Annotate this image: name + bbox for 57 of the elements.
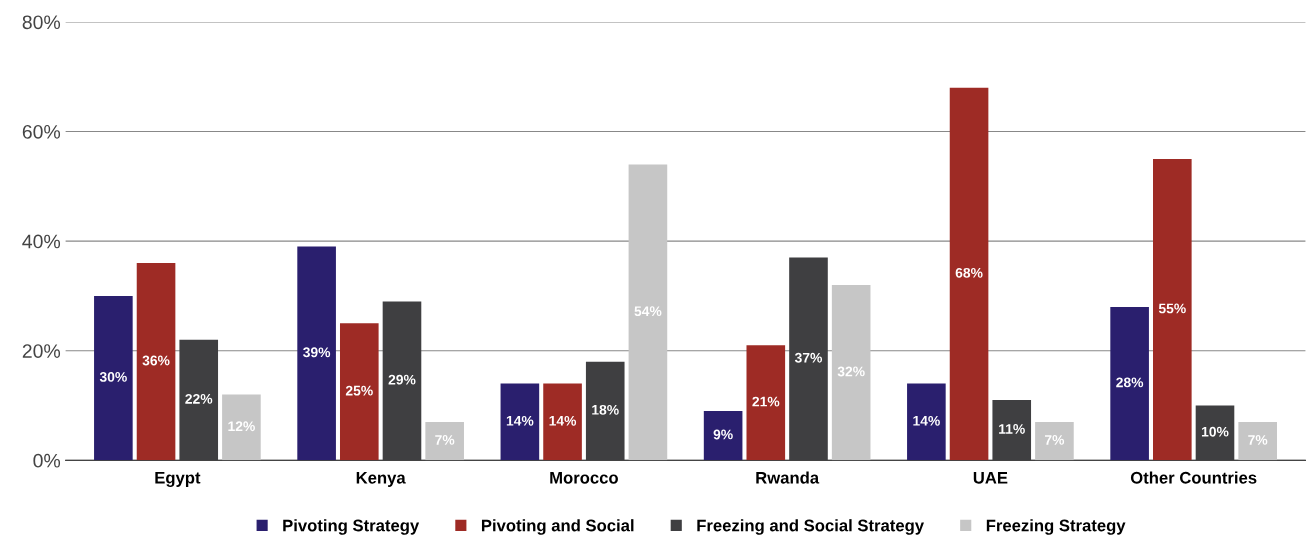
bar (1238, 421, 1277, 461)
data-label: 32% (837, 366, 865, 377)
bar (339, 323, 379, 461)
data-label: 12% (228, 421, 255, 432)
data-label: 18% (592, 404, 619, 415)
data-label: 14% (506, 415, 534, 426)
bar (136, 263, 176, 461)
data-label: 22% (185, 393, 213, 404)
bar (1110, 306, 1149, 461)
data-label: 54% (634, 306, 662, 317)
bar (949, 87, 989, 461)
y-tick-label: 40% (22, 234, 61, 249)
data-label: 21% (752, 396, 780, 407)
bar (425, 421, 464, 461)
x-tick-label: Kenya (356, 472, 406, 487)
x-tick-label: Morocco (550, 472, 618, 484)
y-tick-label: 80% (22, 15, 61, 30)
bar (1153, 158, 1192, 461)
x-tick-label: Rwanda (756, 471, 820, 484)
legend-label: Freezing and Social Strategy (697, 519, 924, 535)
data-label: 37% (794, 352, 823, 363)
bar (703, 411, 743, 461)
data-label: 9% (713, 429, 733, 440)
bar (500, 383, 540, 461)
bar (907, 383, 946, 461)
data-label: 14% (913, 415, 940, 426)
bar (543, 383, 582, 461)
bar (628, 164, 668, 461)
x-tick-label: Egypt (155, 471, 201, 487)
bar (297, 246, 336, 461)
bar (1035, 421, 1074, 461)
data-label: 28% (1116, 377, 1144, 388)
legend-label: Pivoting Strategy (283, 519, 420, 535)
data-label: 7% (435, 435, 455, 445)
data-label: 11% (999, 424, 1025, 434)
data-label: 29% (388, 374, 416, 385)
data-label: 36% (142, 355, 170, 366)
data-label: 7% (1248, 435, 1268, 445)
legend-label: Pivoting and Social (481, 519, 634, 535)
data-label: 25% (345, 385, 373, 396)
bar (831, 284, 871, 461)
data-label: 55% (1158, 303, 1186, 314)
y-tick-label: 20% (22, 344, 61, 358)
bar (222, 394, 261, 461)
data-label: 14% (549, 415, 577, 426)
data-label: 10% (1201, 426, 1229, 437)
legend-label: Freezing Strategy (986, 519, 1126, 535)
x-tick-label: Other Countries (1130, 471, 1257, 484)
y-tick-label: 0% (33, 453, 61, 468)
data-label: 68% (955, 267, 983, 278)
bar (94, 295, 133, 461)
data-label: 7% (1044, 435, 1065, 445)
y-tick-label: 60% (22, 124, 61, 139)
data-label: 39% (303, 347, 331, 358)
x-tick-label: UAE (973, 472, 1008, 484)
data-label: 30% (99, 372, 127, 382)
bar (746, 345, 786, 461)
